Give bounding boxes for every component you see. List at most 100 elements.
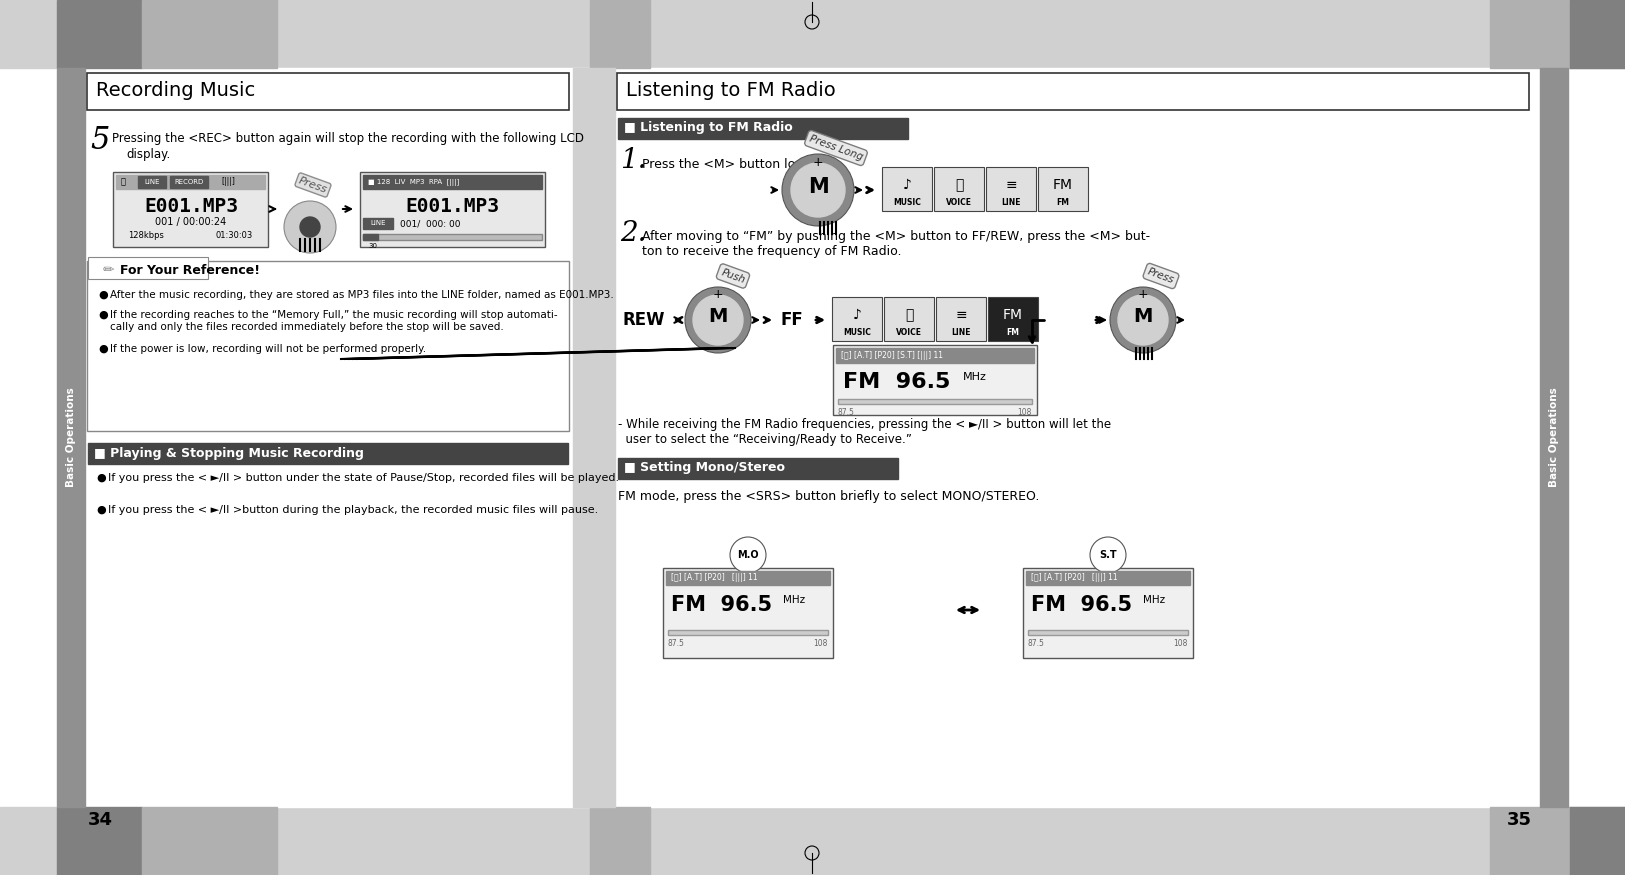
Text: 108: 108 [814, 639, 829, 648]
Bar [1490, 807, 1570, 875]
Bar [57, 0, 141, 68]
FancyBboxPatch shape [882, 167, 933, 211]
Text: 35: 35 [1506, 811, 1532, 829]
Text: VOICE: VOICE [895, 328, 921, 337]
Text: +: + [812, 156, 824, 169]
Text: FM  96.5: FM 96.5 [671, 595, 772, 615]
Bar [362, 234, 379, 240]
Bar [115, 175, 265, 189]
Text: LINE: LINE [370, 220, 385, 226]
FancyBboxPatch shape [618, 73, 1529, 110]
Text: FM  96.5: FM 96.5 [843, 372, 951, 392]
Text: FM: FM [1006, 328, 1019, 337]
Text: ■ Playing & Stopping Music Recording: ■ Playing & Stopping Music Recording [94, 446, 364, 459]
FancyBboxPatch shape [986, 167, 1037, 211]
Text: ■ Setting Mono/Stereo: ■ Setting Mono/Stereo [624, 461, 785, 474]
Text: LINE: LINE [951, 328, 970, 337]
Text: 108: 108 [1173, 639, 1188, 648]
Text: ●: ● [96, 505, 106, 515]
Bar [1570, 807, 1625, 875]
Text: 🎤: 🎤 [905, 308, 913, 322]
Text: 001 / 00:00:24: 001 / 00:00:24 [156, 217, 226, 227]
Text: 108: 108 [1017, 408, 1032, 417]
Circle shape [1110, 287, 1176, 353]
Text: E001.MP3: E001.MP3 [406, 198, 499, 216]
Bar [0, 0, 1625, 68]
Bar [834, 345, 1037, 415]
Bar [838, 399, 1032, 404]
Text: MUSIC: MUSIC [894, 198, 921, 207]
Text: S.T: S.T [1098, 550, 1116, 560]
Text: 87.5: 87.5 [668, 639, 684, 648]
Text: +: + [713, 288, 723, 300]
Bar [666, 571, 830, 585]
Text: MHz: MHz [964, 372, 986, 382]
Bar [171, 176, 208, 188]
Circle shape [284, 201, 336, 253]
Text: ●: ● [98, 344, 107, 354]
Circle shape [686, 287, 751, 353]
Circle shape [1118, 295, 1168, 345]
Bar [362, 234, 543, 240]
Text: LINE: LINE [1001, 198, 1020, 207]
Bar [618, 458, 899, 479]
Text: Press Long: Press Long [808, 134, 864, 163]
Bar [362, 218, 393, 229]
Text: Press: Press [297, 175, 328, 195]
Text: [|||]: [|||] [221, 178, 236, 186]
Text: 128kbps: 128kbps [128, 230, 164, 240]
Text: 30: 30 [367, 243, 377, 249]
Bar [1540, 68, 1568, 807]
Text: Press: Press [1146, 267, 1176, 285]
Text: Push: Push [720, 267, 746, 285]
Bar [1570, 0, 1625, 68]
Bar [114, 172, 268, 247]
Text: LINE: LINE [145, 179, 159, 185]
Text: M: M [808, 177, 829, 197]
Text: Basic Operations: Basic Operations [1549, 387, 1558, 487]
Text: MUSIC: MUSIC [843, 328, 871, 337]
Text: 01:30:03: 01:30:03 [216, 230, 254, 240]
Text: M.O: M.O [738, 550, 759, 560]
Text: Basic Operations: Basic Operations [67, 387, 76, 487]
Text: FM: FM [1056, 198, 1069, 207]
Text: [🔇] [A.T] [P20] [S.T] [|||] 11: [🔇] [A.T] [P20] [S.T] [|||] 11 [842, 351, 942, 360]
Text: For Your Reference!: For Your Reference! [120, 263, 260, 276]
Circle shape [1090, 537, 1126, 573]
Bar [1024, 568, 1193, 658]
Text: [🔇] [A.T] [P20]   [|||] 11: [🔇] [A.T] [P20] [|||] 11 [1030, 573, 1118, 583]
Text: If you press the < ►/II >button during the playback, the recorded music files wi: If you press the < ►/II >button during t… [107, 505, 598, 515]
FancyBboxPatch shape [934, 167, 985, 211]
Text: FM mode, press the <SRS> button briefly to select MONO/STEREO.: FM mode, press the <SRS> button briefly … [618, 490, 1040, 503]
Text: display.: display. [127, 148, 171, 161]
Text: ●: ● [98, 310, 107, 320]
Bar [57, 68, 84, 807]
Text: If you press the < ►/II > button under the state of Pause/Stop, recorded files w: If you press the < ►/II > button under t… [107, 473, 619, 483]
Bar [141, 0, 276, 68]
Bar [88, 443, 569, 464]
Text: ■ 128  LIV  MP3  RPA  [|||]: ■ 128 LIV MP3 RPA [|||] [367, 178, 460, 186]
FancyBboxPatch shape [1038, 167, 1089, 211]
Bar [663, 568, 834, 658]
Text: ≡: ≡ [956, 308, 967, 322]
Circle shape [782, 154, 855, 226]
Bar [668, 630, 829, 635]
Text: 2.: 2. [621, 220, 647, 247]
Text: Press the <M> button long.: Press the <M> button long. [642, 158, 816, 171]
Text: VOICE: VOICE [946, 198, 972, 207]
Text: 🎤: 🎤 [956, 178, 964, 192]
Text: RECORD: RECORD [174, 179, 203, 185]
FancyBboxPatch shape [936, 297, 986, 341]
Bar [361, 172, 544, 247]
Text: FM: FM [1053, 178, 1072, 192]
Text: 87.5: 87.5 [838, 408, 855, 417]
Bar [141, 807, 276, 875]
Bar [57, 807, 141, 875]
Text: MHz: MHz [1142, 595, 1165, 605]
FancyBboxPatch shape [88, 73, 569, 110]
Bar [590, 807, 650, 875]
Bar [362, 175, 543, 189]
Bar [1025, 571, 1190, 585]
Text: 87.5: 87.5 [1029, 639, 1045, 648]
Bar [0, 807, 1625, 875]
